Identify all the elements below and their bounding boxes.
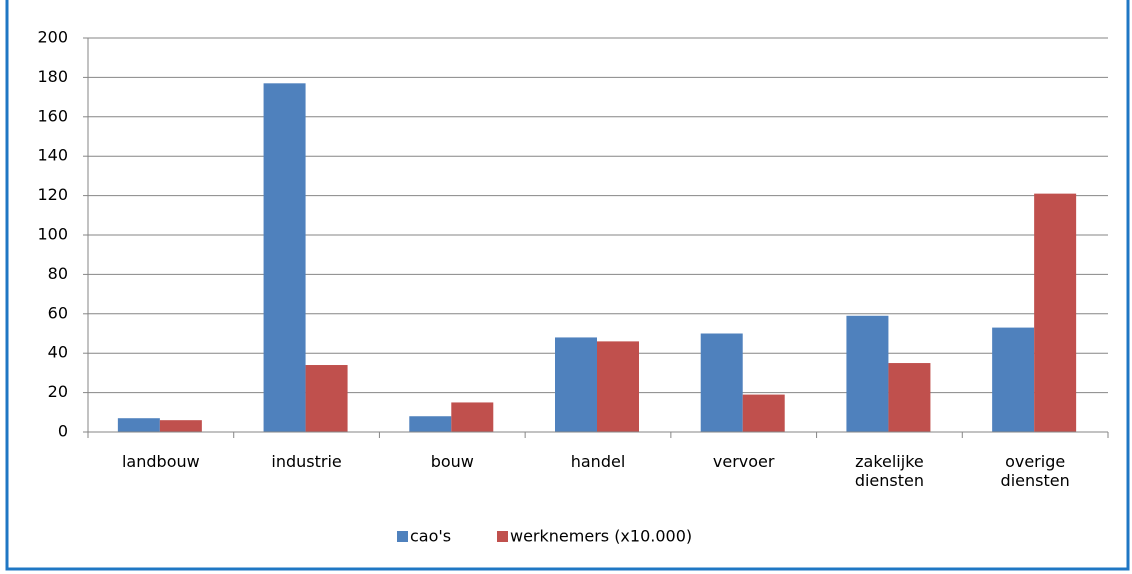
y-tick-label: 160 — [37, 106, 68, 125]
bar — [992, 327, 1035, 432]
y-tick-label: 60 — [48, 303, 68, 322]
y-tick-label: 20 — [48, 382, 68, 401]
x-tick-label: zakelijke diensten — [854, 452, 925, 490]
y-tick-label: 0 — [58, 422, 68, 441]
bar — [305, 365, 348, 432]
x-tick-label: bouw — [430, 452, 474, 471]
x-tick-label: industrie — [271, 452, 342, 471]
x-tick-label: handel — [570, 452, 626, 471]
bar — [700, 333, 743, 432]
bar — [409, 416, 452, 432]
bar — [451, 402, 494, 432]
x-tick-label: overige diensten — [1000, 452, 1070, 490]
y-tick-label: 120 — [37, 185, 68, 204]
bar — [555, 337, 597, 432]
y-tick-label: 80 — [48, 264, 68, 283]
x-tick-label: vervoer — [712, 452, 775, 471]
bar — [742, 394, 785, 432]
y-tick-label: 140 — [37, 146, 68, 165]
legend-label: werknemers (x10.000) — [510, 527, 692, 546]
bar — [117, 418, 160, 432]
legend-swatch — [497, 531, 508, 542]
bar — [888, 363, 931, 432]
bar — [846, 315, 889, 432]
y-tick-label: 40 — [48, 343, 68, 362]
bar — [597, 341, 639, 432]
frame — [5, 0, 1130, 571]
y-tick-label: 200 — [37, 28, 68, 47]
y-tick-label: 100 — [37, 225, 68, 244]
bar — [263, 83, 306, 432]
legend-label: cao's — [410, 527, 451, 546]
bar — [159, 420, 202, 432]
x-tick-label: landbouw — [121, 452, 200, 471]
bar — [1034, 193, 1077, 432]
y-tick-label: 180 — [37, 67, 68, 86]
legend-swatch — [397, 531, 408, 542]
